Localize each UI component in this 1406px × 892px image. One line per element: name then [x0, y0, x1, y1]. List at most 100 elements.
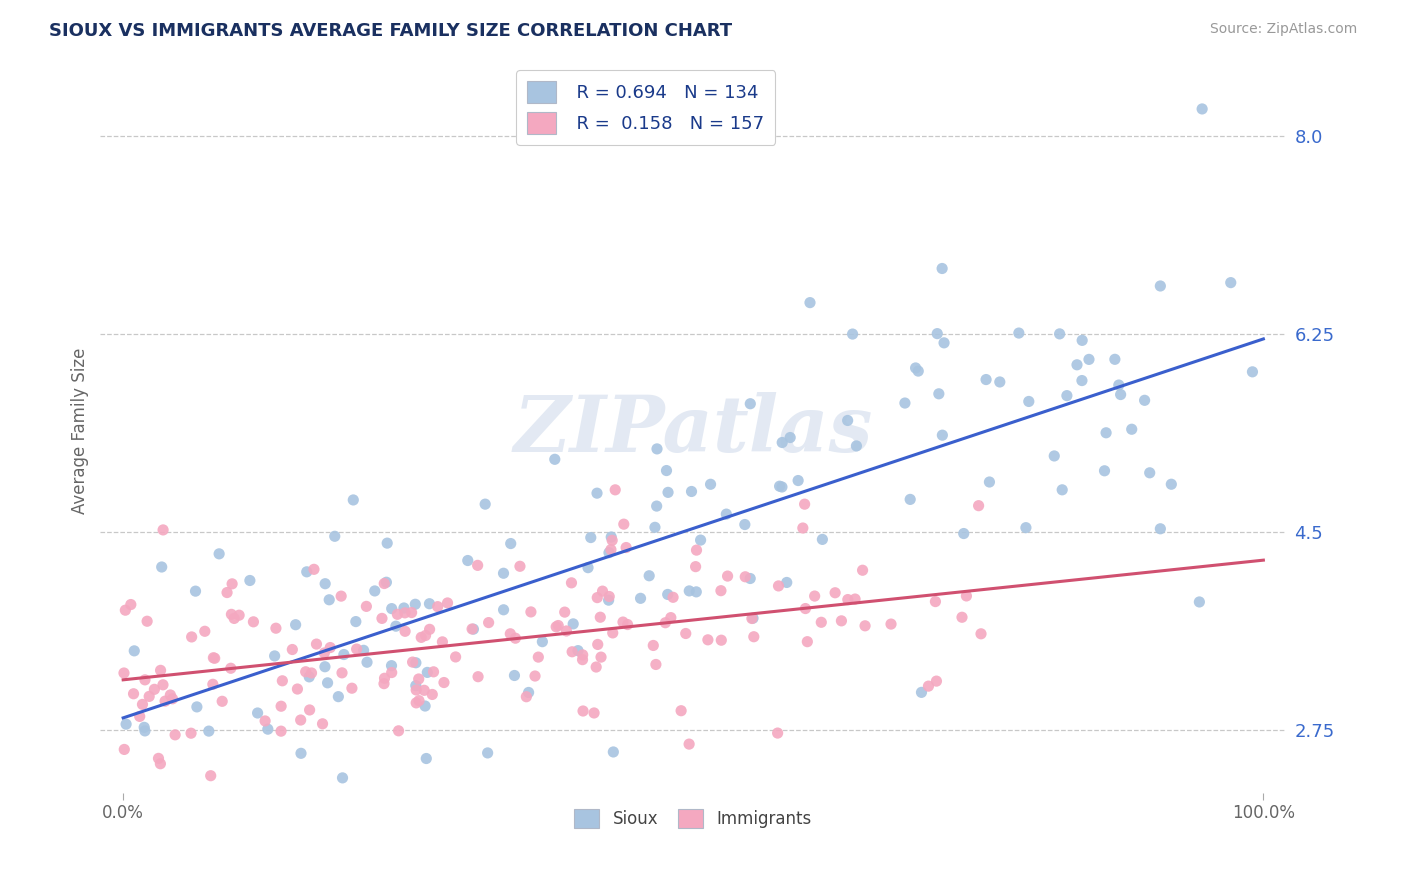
Point [531, 634, 554, 648]
Point [955, 589, 977, 603]
Point [416, 665, 439, 680]
Point [405, 682, 427, 697]
Point [194, 624, 217, 639]
Point [405, 696, 427, 710]
Point [122, 644, 145, 658]
Point [221, 607, 243, 622]
Point [970, 627, 993, 641]
Point [555, 624, 578, 638]
Point [375, 575, 398, 590]
Point [776, 575, 799, 590]
Point [699, 477, 721, 491]
Point [405, 656, 427, 670]
Point [952, 526, 974, 541]
Point [420, 688, 443, 702]
Point [592, 584, 614, 599]
Point [1056, 389, 1078, 403]
Point [298, 670, 321, 684]
Point [295, 565, 318, 579]
Point [444, 649, 467, 664]
Legend: Sioux, Immigrants: Sioux, Immigrants [568, 803, 818, 835]
Point [143, 682, 166, 697]
Point [655, 464, 678, 478]
Point [239, 574, 262, 588]
Point [803, 589, 825, 603]
Text: ZIPatlas: ZIPatlas [513, 392, 873, 469]
Point [290, 713, 312, 727]
Point [509, 559, 531, 574]
Point [586, 637, 609, 651]
Point [153, 694, 176, 708]
Point [314, 659, 336, 673]
Point [364, 583, 387, 598]
Point [544, 452, 567, 467]
Point [385, 619, 408, 633]
Point [149, 756, 172, 771]
Point [740, 397, 762, 411]
Point [685, 559, 707, 574]
Point [305, 637, 328, 651]
Point [586, 486, 609, 500]
Point [381, 601, 404, 615]
Point [228, 608, 250, 623]
Point [696, 632, 718, 647]
Point [408, 693, 430, 707]
Point [600, 533, 623, 548]
Point [837, 413, 859, 427]
Point [128, 709, 150, 723]
Point [112, 665, 135, 680]
Point [742, 611, 765, 625]
Point [793, 497, 815, 511]
Point [333, 648, 356, 662]
Point [371, 611, 394, 625]
Point [380, 658, 402, 673]
Point [426, 599, 449, 614]
Point [1018, 394, 1040, 409]
Point [263, 648, 285, 663]
Point [585, 660, 607, 674]
Point [907, 364, 929, 378]
Point [657, 587, 679, 601]
Point [768, 479, 790, 493]
Point [134, 673, 156, 687]
Point [1071, 334, 1094, 348]
Point [204, 651, 226, 665]
Point [503, 668, 526, 682]
Point [298, 703, 321, 717]
Point [149, 664, 172, 678]
Point [894, 396, 917, 410]
Point [716, 569, 738, 583]
Point [215, 585, 238, 599]
Point [612, 615, 634, 629]
Point [224, 611, 246, 625]
Point [198, 724, 221, 739]
Point [467, 670, 489, 684]
Point [792, 521, 814, 535]
Point [332, 771, 354, 785]
Point [143, 827, 166, 841]
Point [583, 706, 606, 720]
Point [344, 615, 367, 629]
Point [401, 655, 423, 669]
Point [478, 615, 501, 630]
Point [433, 675, 456, 690]
Point [373, 576, 395, 591]
Point [931, 261, 953, 276]
Point [853, 619, 876, 633]
Point [1160, 477, 1182, 491]
Point [165, 728, 187, 742]
Point [645, 442, 668, 456]
Point [768, 579, 790, 593]
Point [314, 576, 336, 591]
Point [678, 737, 700, 751]
Point [841, 327, 863, 342]
Point [202, 650, 225, 665]
Point [270, 699, 292, 714]
Point [256, 722, 278, 736]
Point [373, 676, 395, 690]
Point [515, 690, 537, 704]
Point [524, 669, 547, 683]
Point [353, 643, 375, 657]
Point [134, 720, 156, 734]
Point [381, 665, 404, 680]
